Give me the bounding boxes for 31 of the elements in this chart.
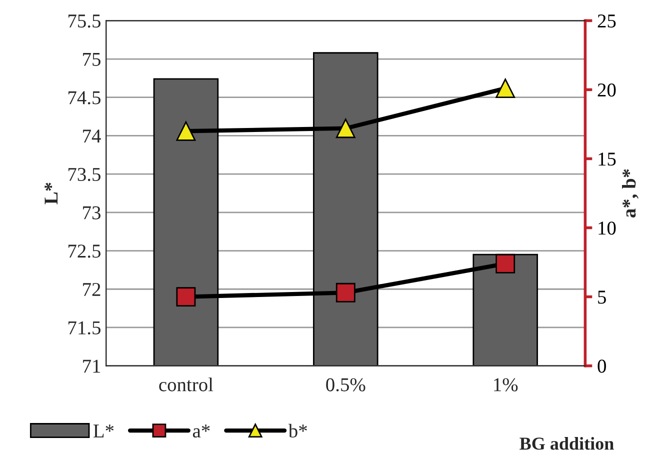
y-tick-label: 71 (83, 360, 100, 373)
y2-tick-label: 5 (598, 290, 606, 304)
point (176, 121, 196, 141)
y-tick-label: 72.5 (68, 244, 100, 258)
x-axis-title: BG addition (520, 437, 614, 450)
y2-axis-title: a*, b* (622, 169, 638, 218)
y-tick-label: 73 (83, 206, 100, 220)
legend-label: b* (288, 424, 307, 438)
y-tick-label: 75 (83, 53, 100, 66)
y2-tick-label: 15 (598, 152, 616, 166)
point (496, 78, 516, 98)
x-tick-label: 0.5% (326, 378, 366, 392)
y-tick-label: 71.5 (68, 321, 100, 334)
y-tick-label: 75.5 (68, 14, 100, 28)
y-tick-label: 72 (83, 282, 100, 296)
y-tick-label: 73.5 (68, 168, 100, 182)
y-tick-label: 74 (83, 130, 101, 142)
point (176, 287, 196, 307)
point (496, 254, 516, 274)
x-tick-label: control (159, 378, 214, 392)
y2-tick-label: 25 (598, 14, 616, 28)
point (336, 118, 356, 138)
y2-tick-label: 10 (598, 222, 616, 235)
y-tick-label: 74.5 (68, 91, 100, 104)
x-tick-label: 1% (494, 378, 518, 392)
y-axis-title: L* (44, 182, 58, 204)
legend-label: a* (192, 424, 210, 438)
y2-tick-label: 0 (598, 360, 606, 373)
y2-tick-label: 20 (598, 84, 616, 97)
legend-label: L* (93, 424, 114, 438)
point (336, 282, 356, 302)
